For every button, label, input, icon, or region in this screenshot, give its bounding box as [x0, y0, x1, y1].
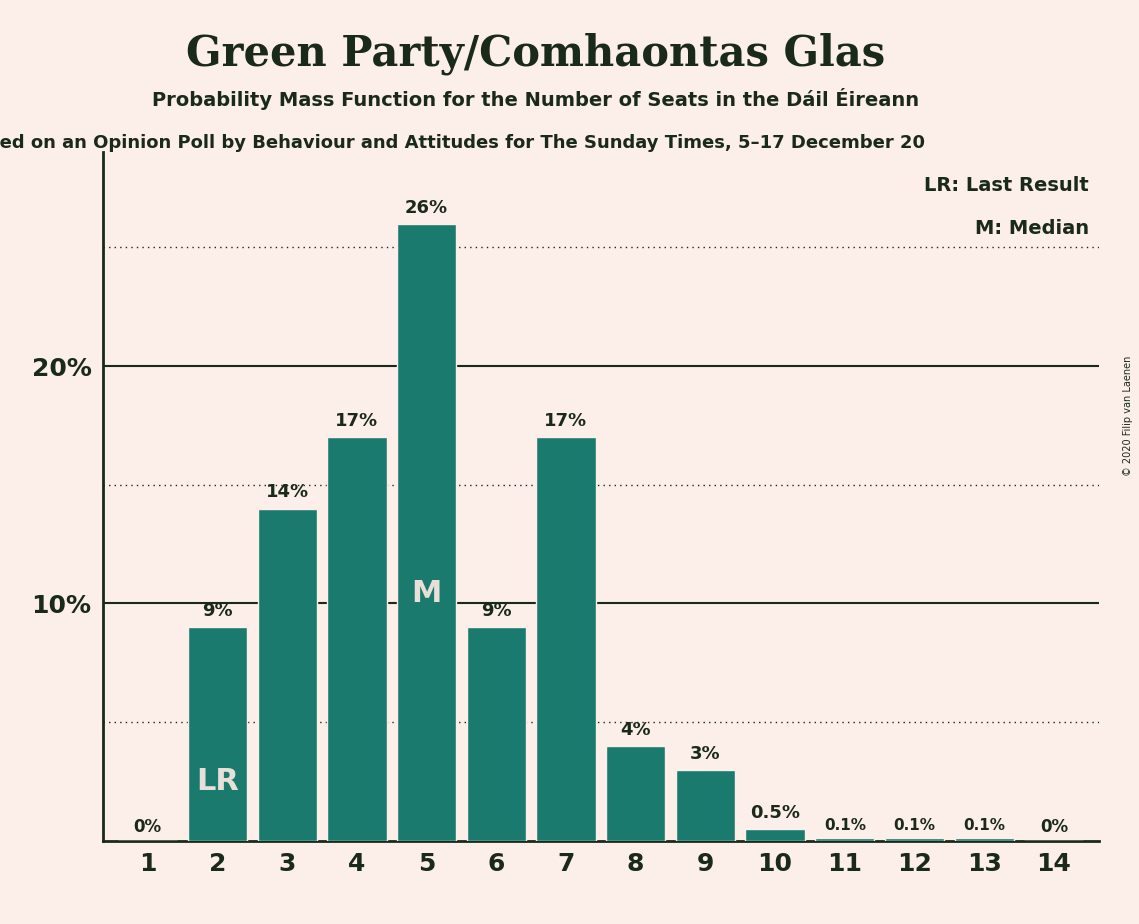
Bar	[398, 224, 457, 841]
Bar	[885, 838, 944, 841]
Bar	[536, 437, 596, 841]
Text: sed on an Opinion Poll by Behaviour and Attitudes for The Sunday Times, 5–17 Dec: sed on an Opinion Poll by Behaviour and …	[0, 134, 925, 152]
Bar	[188, 627, 247, 841]
Bar	[467, 627, 526, 841]
Text: 9%: 9%	[203, 602, 232, 620]
Text: 26%: 26%	[405, 199, 448, 216]
Text: 0.1%: 0.1%	[964, 818, 1005, 833]
Text: 3%: 3%	[690, 745, 721, 762]
Text: M: M	[411, 579, 442, 609]
Text: LR: LR	[196, 767, 239, 796]
Text: 17%: 17%	[544, 412, 588, 431]
Text: © 2020 Filip van Laenen: © 2020 Filip van Laenen	[1123, 356, 1133, 476]
Text: 0.1%: 0.1%	[893, 818, 935, 833]
Bar	[606, 746, 665, 841]
Bar	[745, 829, 804, 841]
Text: 4%: 4%	[621, 721, 652, 739]
Text: 17%: 17%	[335, 412, 378, 431]
Text: Probability Mass Function for the Number of Seats in the Dáil Éireann: Probability Mass Function for the Number…	[151, 88, 919, 110]
Bar	[954, 838, 1014, 841]
Text: Green Party/Comhaontas Glas: Green Party/Comhaontas Glas	[186, 32, 885, 75]
Text: M: Median: M: Median	[975, 219, 1089, 237]
Text: 14%: 14%	[265, 483, 309, 502]
Text: LR: Last Result: LR: Last Result	[924, 176, 1089, 195]
Text: 0.5%: 0.5%	[751, 804, 800, 821]
Text: 0%: 0%	[1040, 818, 1068, 836]
Text: 0.1%: 0.1%	[823, 818, 866, 833]
Text: 0%: 0%	[133, 818, 162, 836]
Text: 9%: 9%	[481, 602, 511, 620]
Bar	[816, 838, 875, 841]
Bar	[257, 508, 317, 841]
Bar	[327, 437, 386, 841]
Bar	[675, 770, 735, 841]
